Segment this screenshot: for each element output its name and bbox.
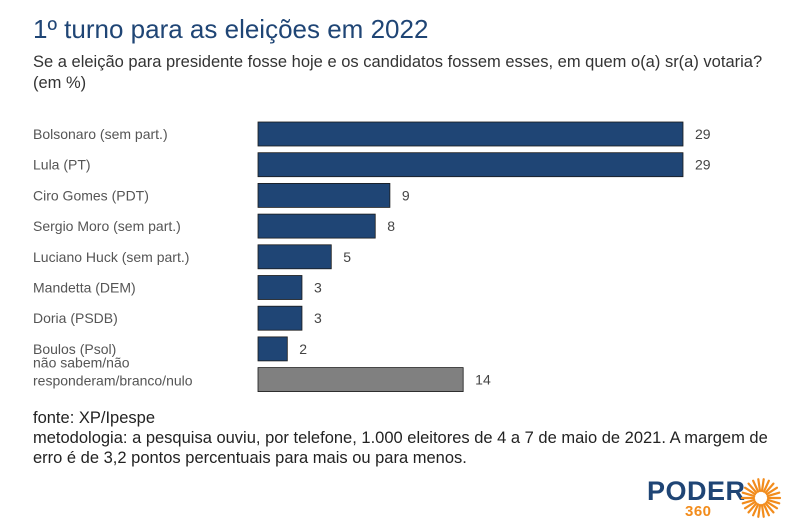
bar-chart: 29 Bolsonaro (sem part.) 29 Lula (PT) 9 Ciro … (33, 121, 711, 393)
bar (257, 121, 684, 147)
bar (257, 213, 376, 239)
bar (257, 367, 464, 393)
bar (257, 152, 684, 178)
data-label: 3 (314, 310, 322, 326)
methodology-note: metodologia: a pesquisa ouviu, por telef… (33, 429, 768, 467)
bar (257, 275, 303, 300)
category-label: Ciro Gomes (PDT) (33, 187, 149, 203)
sun-burst-icon (740, 478, 782, 518)
data-label: 29 (695, 157, 711, 173)
notes: fonte: XP/Ipespe metodologia: a pesquisa… (33, 408, 793, 468)
category-label: Lula (PT) (33, 157, 91, 173)
category-label: Doria (PSDB) (33, 310, 118, 326)
logo-number: 360 (685, 503, 712, 520)
data-label: 14 (475, 372, 491, 388)
data-label: 29 (695, 126, 711, 142)
category-label: Boulos (Psol) (33, 341, 116, 357)
source-note: fonte: XP/Ipespe (33, 409, 156, 427)
data-label: 9 (402, 187, 410, 203)
poder360-logo: PODER 360 (647, 474, 787, 520)
category-label: Luciano Huck (sem part.) (33, 249, 189, 265)
logo-wordmark: PODER (647, 476, 746, 506)
bar (257, 336, 288, 362)
bar (257, 305, 303, 331)
category-label: não sabem/não responderam/branco/nulo (33, 355, 193, 389)
chart-title: 1º turno para as eleições em 2022 (33, 14, 429, 44)
chart-subtitle: Se a eleição para presidente fosse hoje … (33, 53, 763, 92)
category-label: Bolsonaro (sem part.) (33, 126, 168, 142)
data-label: 3 (314, 280, 322, 296)
bar (257, 182, 391, 208)
data-label: 8 (387, 218, 395, 234)
category-label: Mandetta (DEM) (33, 280, 136, 296)
bar (257, 244, 332, 270)
data-label: 2 (299, 341, 307, 357)
data-label: 5 (343, 249, 351, 265)
category-label: Sergio Moro (sem part.) (33, 218, 181, 234)
